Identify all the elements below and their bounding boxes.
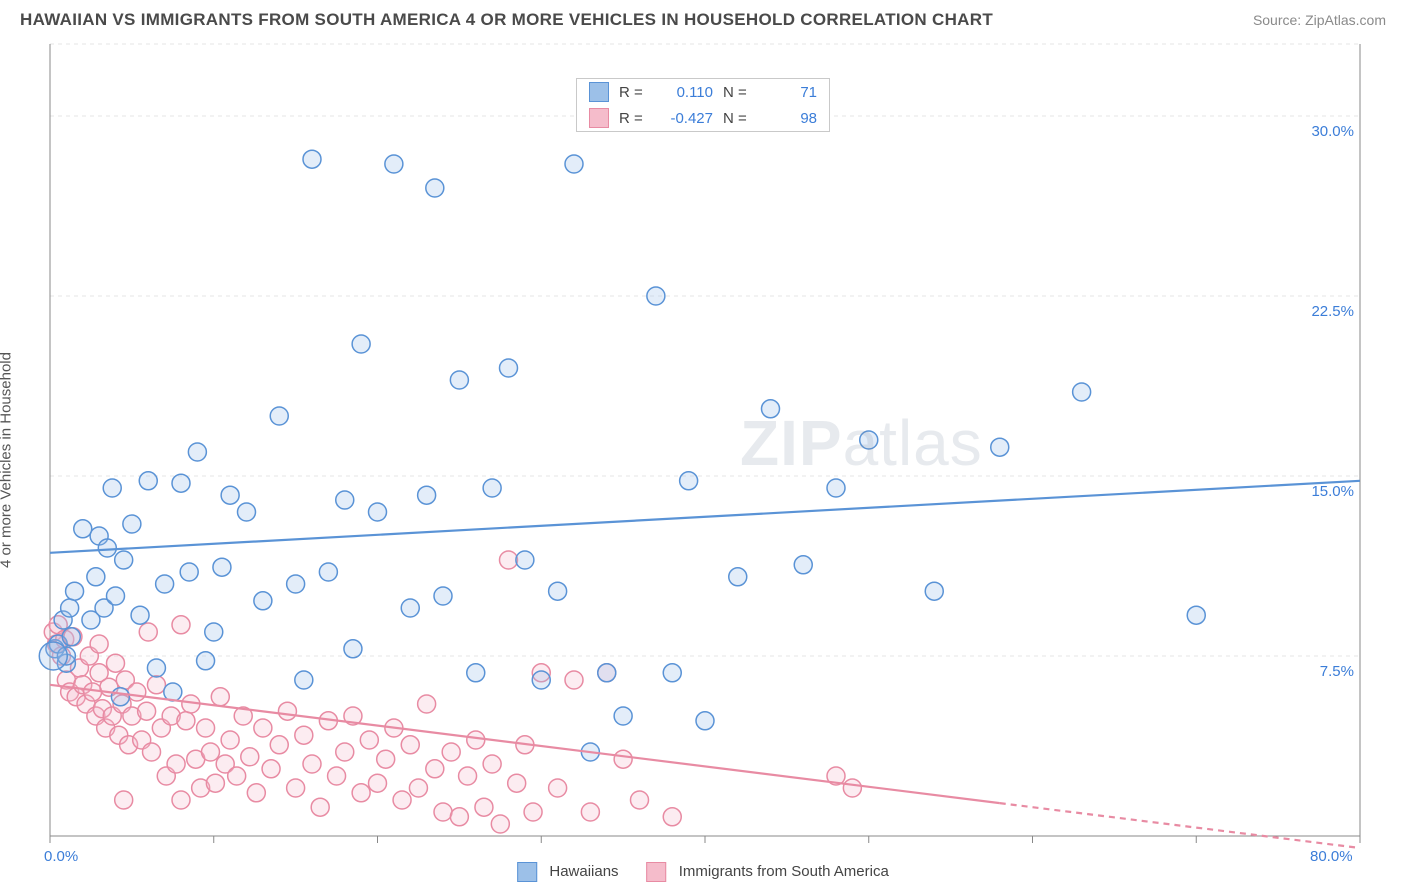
r-value-immigrants: -0.427 [657,110,713,127]
svg-text:7.5%: 7.5% [1320,663,1354,680]
swatch-hawaiians-icon [517,862,537,882]
r-label: R = [619,110,647,127]
correlation-legend: R = 0.110 N = 71 R = -0.427 N = 98 [576,78,830,132]
legend-row-immigrants: R = -0.427 N = 98 [577,105,829,131]
source-text: Source: ZipAtlas.com [1253,12,1386,28]
swatch-hawaiians [589,82,609,102]
chart-area: 4 or more Vehicles in Household 7.5% 15.0… [0,36,1406,884]
swatch-immigrants [589,108,609,128]
series-legend: Hawaiians Immigrants from South America [517,862,889,882]
svg-text:15.0%: 15.0% [1311,483,1354,500]
n-label: N = [723,110,751,127]
chart-title: HAWAIIAN VS IMMIGRANTS FROM SOUTH AMERIC… [20,10,993,30]
legend-row-hawaiians: R = 0.110 N = 71 [577,79,829,105]
n-value-hawaiians: 71 [761,84,817,101]
svg-text:22.5%: 22.5% [1311,303,1354,320]
y-axis-label: 4 or more Vehicles in Household [0,352,15,568]
swatch-immigrants-icon [647,862,667,882]
n-label: N = [723,84,751,101]
legend-item-immigrants: Immigrants from South America [647,862,889,882]
legend-item-hawaiians: Hawaiians [517,862,618,882]
r-label: R = [619,84,647,101]
x-origin-label: 0.0% [44,848,78,865]
legend-label-immigrants: Immigrants from South America [679,863,889,880]
n-value-immigrants: 98 [761,110,817,127]
legend-label-hawaiians: Hawaiians [549,863,618,880]
r-value-hawaiians: 0.110 [657,84,713,101]
x-max-label: 80.0% [1310,848,1353,865]
scatter-plot: 7.5% 15.0% 22.5% 30.0% [0,36,1406,884]
svg-text:30.0%: 30.0% [1311,123,1354,140]
